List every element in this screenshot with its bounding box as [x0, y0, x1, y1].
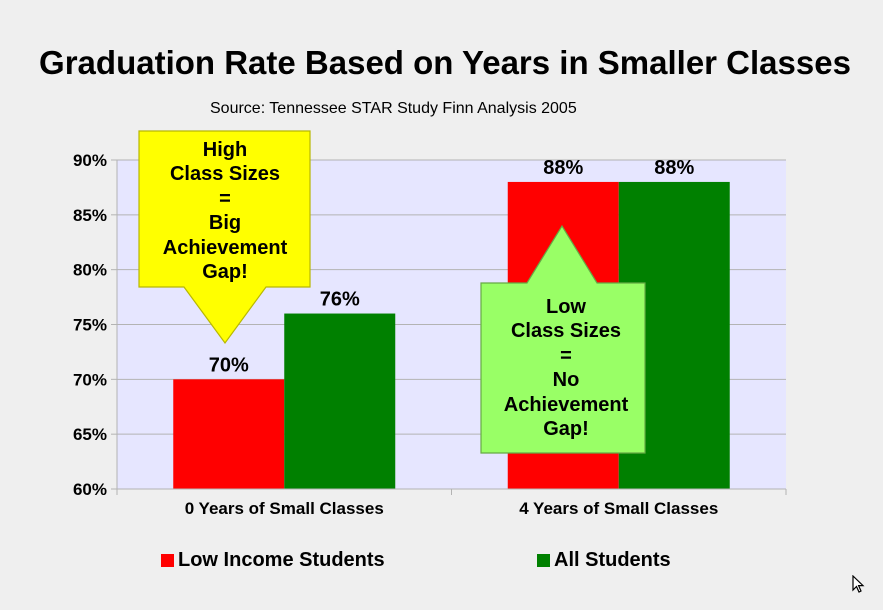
legend-swatch-all-students — [537, 554, 550, 567]
y-tick-label-65: 65% — [73, 425, 107, 444]
chart-legend: Low Income Students All Students — [0, 549, 883, 577]
mouse-pointer-icon — [852, 575, 865, 593]
high-class-sizes-callout-arrow — [138, 130, 311, 345]
axis-layer: 60% 65% 70% 75% 80% 85% 90% 70% 76% 0 Years of Sm… — [73, 151, 787, 518]
legend-item-all-students: All Students — [537, 549, 671, 572]
data-label-low-income-students-0-years-of-small-classes: 70% — [209, 354, 249, 376]
y-tick-label-70: 70% — [73, 370, 107, 389]
callout-layer — [138, 130, 646, 454]
bar-low-income-students-0-years-of-small-classes — [173, 379, 285, 489]
x-tick-label-4-years-of-small-classes: 4 Years of Small Classes — [519, 499, 718, 518]
data-label-all-students-0-years-of-small-classes: 76% — [320, 289, 360, 311]
y-tick-label-90: 90% — [73, 151, 107, 170]
legend-item-low-income: Low Income Students — [161, 549, 385, 572]
data-label-low-income-students-4-years-of-small-classes: 88% — [543, 157, 583, 179]
legend-swatch-low-income — [161, 554, 174, 567]
bar-all-students-0-years-of-small-classes — [284, 313, 396, 489]
y-tick-label-85: 85% — [73, 206, 107, 225]
low-class-sizes-callout-arrow — [480, 224, 646, 454]
x-tick-label-0-years-of-small-classes: 0 Years of Small Classes — [185, 499, 384, 518]
y-tick-label-75: 75% — [73, 316, 107, 335]
legend-label-low-income: Low Income Students — [178, 549, 385, 571]
y-tick-label-80: 80% — [73, 261, 107, 280]
legend-label-all-students: All Students — [554, 549, 671, 571]
chart-subtitle: Source: Tennessee STAR Study Finn Analys… — [210, 100, 577, 117]
y-tick-label-60: 60% — [73, 480, 107, 499]
low-class-sizes-callout-text: Low Class Sizes = No Achievement Gap! — [503, 296, 629, 441]
data-label-all-students-4-years-of-small-classes: 88% — [654, 157, 694, 179]
high-class-sizes-callout-text: High Class Sizes = Big Achievement Gap! — [162, 139, 288, 284]
chart-title: Graduation Rate Based on Years in Smalle… — [39, 44, 851, 81]
